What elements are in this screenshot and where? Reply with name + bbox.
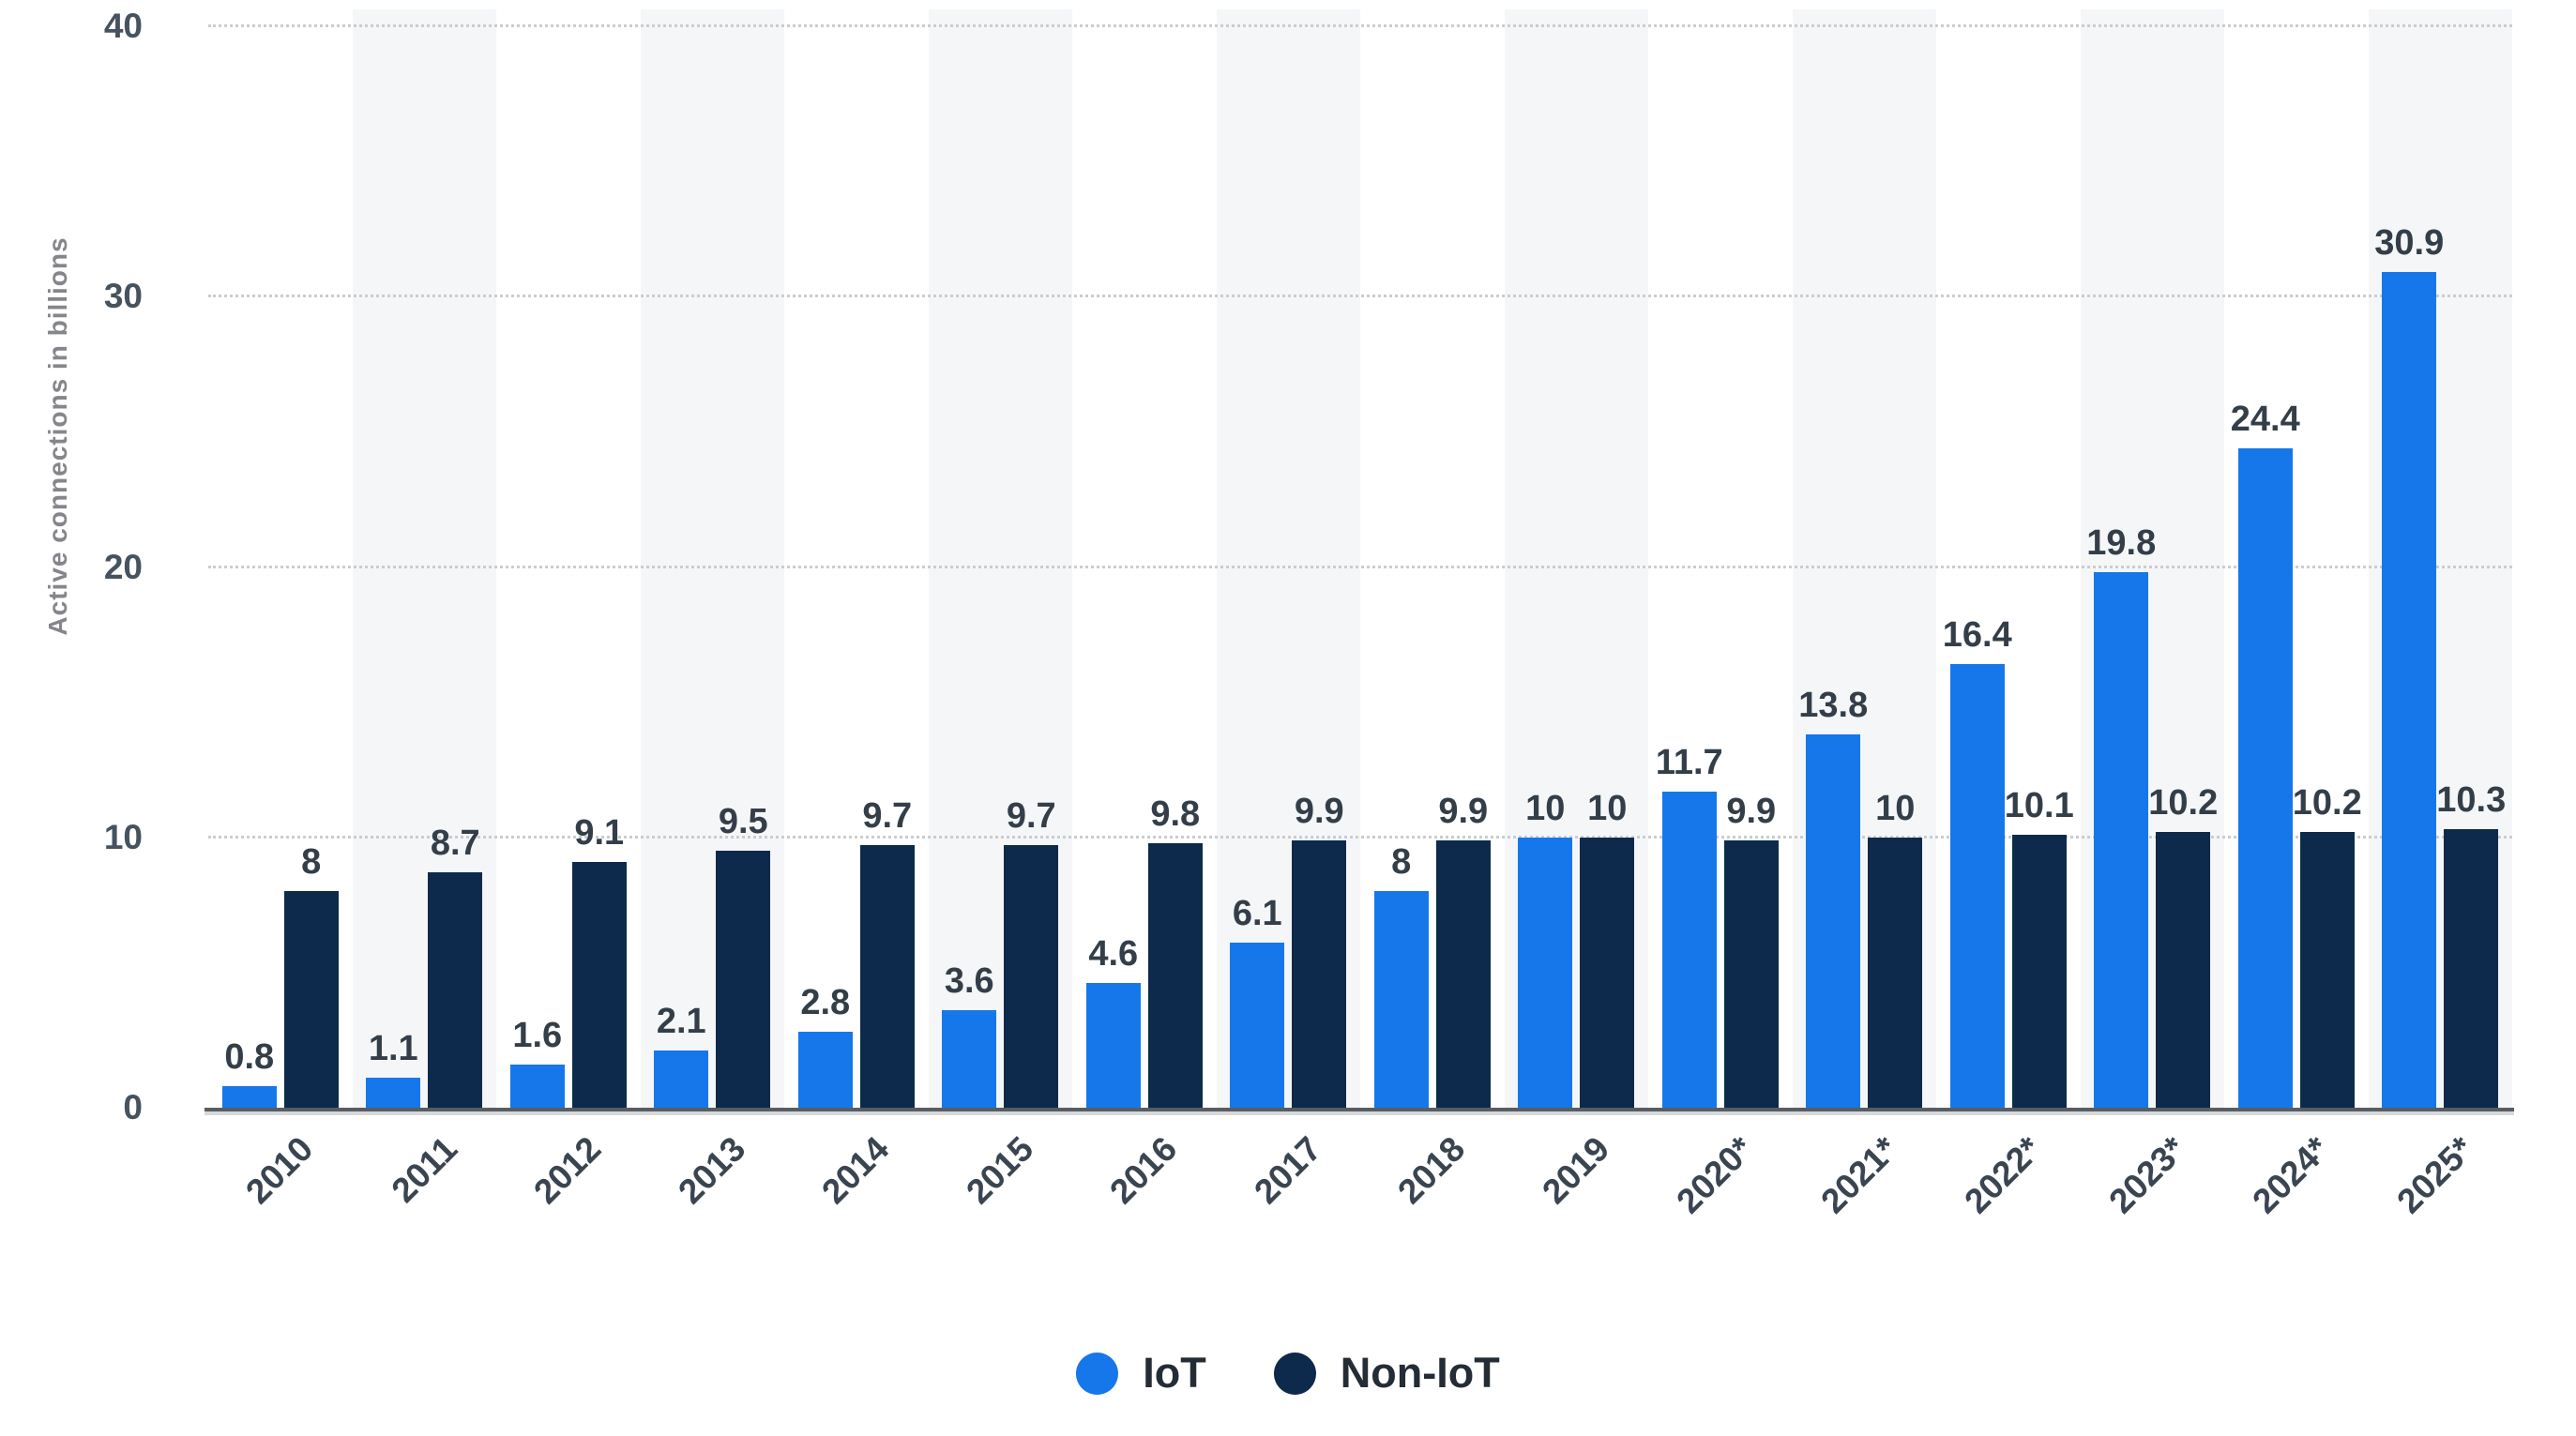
y-axis-tick-30: 30 — [103, 277, 143, 316]
x-axis-label-2022: 2022* — [1957, 1129, 2049, 1221]
bar-noniot-2025[interactable] — [2444, 829, 2499, 1108]
bar-iot-2023[interactable] — [2094, 572, 2149, 1108]
x-axis-label-2013: 2013 — [671, 1129, 753, 1212]
x-axis-label-2021: 2021* — [1812, 1129, 1905, 1221]
legend-swatch-noniot-icon — [1273, 1352, 1316, 1395]
y-axis-tick-10: 10 — [103, 817, 143, 856]
bar-noniot-2011[interactable] — [428, 872, 483, 1108]
bar-noniot-2015[interactable] — [1004, 845, 1059, 1108]
bar-iot-2025[interactable] — [2382, 272, 2437, 1108]
value-label-iot-2020: 11.7 — [1655, 742, 1723, 782]
x-axis-label-2012: 2012 — [526, 1129, 609, 1212]
bar-iot-2020[interactable] — [1661, 791, 1717, 1108]
y-axis-tick-20: 20 — [103, 547, 143, 586]
bar-iot-2016[interactable] — [1085, 983, 1141, 1108]
value-label-iot-2022: 16.4 — [1942, 615, 2012, 656]
x-axis-label-2020: 2020* — [1669, 1129, 1761, 1221]
x-axis-label-2025: 2025* — [2388, 1129, 2481, 1221]
x-axis-label-2018: 2018 — [1390, 1129, 1473, 1212]
x-axis-label-2010: 2010 — [238, 1129, 321, 1212]
bar-noniot-2018[interactable] — [1435, 839, 1491, 1108]
value-label-noniot-2019: 10 — [1587, 788, 1628, 828]
value-label-iot-2017: 6.1 — [1232, 894, 1282, 934]
value-label-iot-2016: 4.6 — [1088, 934, 1139, 975]
value-label-noniot-2017: 9.9 — [1294, 791, 1344, 831]
bar-iot-2011[interactable] — [366, 1078, 421, 1108]
legend-label-noniot: Non-IoT — [1340, 1349, 1500, 1397]
legend: IoT Non-IoT — [0, 1349, 2576, 1398]
legend-item-noniot[interactable]: Non-IoT — [1273, 1349, 1500, 1398]
x-axis-label-2016: 2016 — [1102, 1129, 1185, 1212]
value-label-noniot-2015: 9.7 — [1006, 796, 1056, 837]
bar-iot-2014[interactable] — [797, 1032, 853, 1108]
value-label-noniot-2014: 9.7 — [862, 796, 913, 837]
value-label-noniot-2021: 10 — [1875, 788, 1916, 828]
bar-iot-2013[interactable] — [654, 1051, 709, 1108]
value-label-iot-2019: 10 — [1525, 788, 1566, 828]
bar-noniot-2014[interactable] — [859, 845, 915, 1108]
value-label-iot-2012: 1.6 — [512, 1015, 563, 1055]
bar-iot-2015[interactable] — [942, 1010, 997, 1108]
x-axis-label-2023: 2023* — [2100, 1129, 2193, 1221]
value-label-iot-2025: 30.9 — [2374, 223, 2445, 264]
bar-iot-2010[interactable] — [221, 1085, 277, 1108]
value-label-iot-2021: 13.8 — [1798, 686, 1869, 726]
bar-noniot-2016[interactable] — [1147, 842, 1203, 1108]
x-axis-label-2015: 2015 — [959, 1129, 1041, 1212]
x-axis-label-2024: 2024* — [2245, 1129, 2337, 1221]
value-label-iot-2010: 0.8 — [224, 1036, 275, 1077]
gridline-40 — [208, 24, 2512, 27]
value-label-noniot-2020: 9.9 — [1726, 791, 1777, 831]
value-label-iot-2015: 3.6 — [944, 961, 994, 1002]
gridline-30 — [208, 295, 2512, 298]
bar-noniot-2010[interactable] — [283, 891, 339, 1108]
legend-swatch-iot-icon — [1076, 1352, 1119, 1395]
bar-noniot-2017[interactable] — [1292, 839, 1347, 1108]
bar-noniot-2012[interactable] — [571, 861, 627, 1108]
value-label-noniot-2024: 10.2 — [2292, 783, 2362, 823]
legend-label-iot: IoT — [1143, 1349, 1206, 1397]
bar-iot-2018[interactable] — [1373, 891, 1429, 1108]
value-label-iot-2018: 8 — [1391, 842, 1412, 883]
value-label-noniot-2012: 9.1 — [574, 812, 625, 853]
bar-noniot-2022[interactable] — [2011, 834, 2067, 1108]
value-label-noniot-2011: 8.7 — [430, 824, 480, 864]
bar-iot-2024[interactable] — [2237, 447, 2293, 1108]
bar-noniot-2020[interactable] — [1723, 839, 1779, 1108]
value-label-iot-2013: 2.1 — [656, 1002, 706, 1042]
bar-iot-2019[interactable] — [1518, 837, 1573, 1108]
bar-noniot-2023[interactable] — [2156, 831, 2211, 1108]
value-label-iot-2014: 2.8 — [800, 983, 851, 1023]
bar-iot-2022[interactable] — [1949, 664, 2005, 1108]
x-axis-label-2011: 2011 — [384, 1129, 465, 1210]
x-axis-label-2019: 2019 — [1535, 1129, 1617, 1212]
value-label-iot-2023: 19.8 — [2086, 523, 2157, 564]
bar-noniot-2021[interactable] — [1868, 837, 1923, 1108]
value-label-noniot-2025: 10.3 — [2436, 780, 2507, 821]
value-label-iot-2011: 1.1 — [368, 1029, 418, 1069]
bar-iot-2021[interactable] — [1806, 734, 1861, 1108]
value-label-noniot-2023: 10.2 — [2148, 783, 2219, 823]
y-axis-tick-40: 40 — [103, 7, 143, 45]
value-label-noniot-2018: 9.9 — [1438, 791, 1489, 831]
value-label-noniot-2022: 10.1 — [2004, 785, 2074, 825]
value-label-noniot-2016: 9.8 — [1150, 794, 1201, 834]
x-axis-label-2017: 2017 — [1247, 1129, 1329, 1212]
legend-item-iot[interactable]: IoT — [1076, 1349, 1206, 1398]
bar-noniot-2019[interactable] — [1580, 837, 1635, 1108]
gridline-20 — [208, 565, 2512, 568]
value-label-noniot-2010: 8 — [301, 842, 322, 883]
y-axis-tick-0: 0 — [123, 1088, 143, 1126]
gridline-10 — [208, 835, 2512, 839]
bar-iot-2017[interactable] — [1230, 943, 1285, 1108]
value-label-noniot-2013: 9.5 — [718, 802, 768, 842]
bar-noniot-2024[interactable] — [2299, 831, 2355, 1108]
value-label-iot-2024: 24.4 — [2230, 399, 2300, 439]
bar-noniot-2013[interactable] — [716, 851, 771, 1108]
x-axis-label-2014: 2014 — [814, 1129, 897, 1212]
bar-iot-2012[interactable] — [509, 1064, 565, 1108]
x-axis-line — [205, 1108, 2514, 1111]
